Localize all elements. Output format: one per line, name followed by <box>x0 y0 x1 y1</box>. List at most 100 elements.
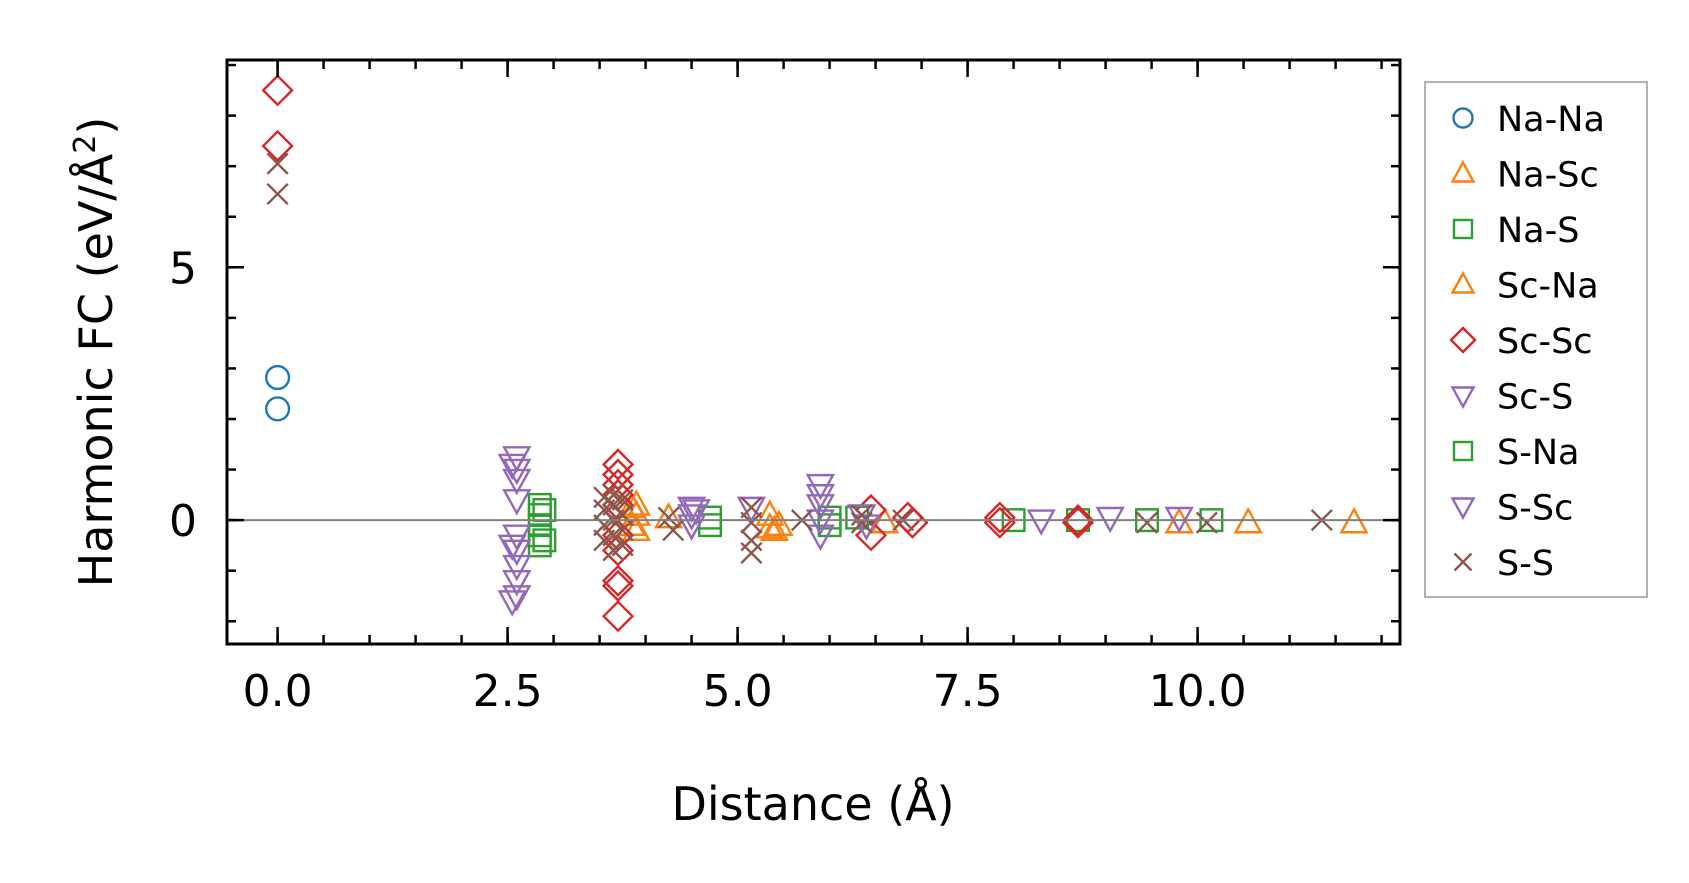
legend-marker <box>1450 497 1476 520</box>
x-tick-label: 10.0 <box>1149 666 1247 717</box>
y-tick-label: 5 <box>169 243 197 294</box>
data-point <box>601 600 635 633</box>
data-point <box>266 152 289 175</box>
data-point <box>891 501 924 534</box>
data-point <box>621 514 652 542</box>
legend-marker <box>1450 271 1476 294</box>
legend-label: Na-Na <box>1497 100 1605 140</box>
data-point <box>265 364 291 391</box>
x-tick-label: 2.5 <box>473 666 543 717</box>
data-point <box>266 182 289 206</box>
data-point <box>681 499 711 526</box>
data-point <box>755 512 785 539</box>
legend-label: S-S <box>1497 544 1554 584</box>
data-point <box>601 458 635 491</box>
legend-item: Sc-Sc <box>1449 322 1593 362</box>
data-point <box>1195 511 1218 534</box>
data-point <box>805 473 836 501</box>
legend-marker <box>1450 386 1476 409</box>
data-point <box>532 528 557 553</box>
data-point <box>1026 509 1056 536</box>
data-point <box>740 541 763 565</box>
data-point <box>662 519 685 542</box>
series-s-s <box>266 152 1333 565</box>
data-point <box>805 524 836 551</box>
data-point <box>983 501 1016 534</box>
data-point <box>896 506 929 539</box>
data-point <box>1135 511 1159 534</box>
x-tick-label: 7.5 <box>933 666 1003 717</box>
data-points <box>261 74 1369 633</box>
legend-item: Sc-S <box>1450 378 1573 418</box>
data-point <box>759 514 790 542</box>
series-na-s <box>527 492 1224 558</box>
legend-label: Na-S <box>1497 211 1579 251</box>
data-point <box>497 590 527 617</box>
legend-marker <box>1450 160 1476 183</box>
x-axis-title: Distance (Å) <box>671 777 954 831</box>
data-point <box>764 509 794 536</box>
legend-marker <box>1452 218 1474 240</box>
data-point <box>611 534 634 557</box>
data-point <box>657 506 680 529</box>
data-point <box>1061 504 1095 537</box>
x-tick-label: 0.0 <box>243 666 313 717</box>
data-point <box>497 453 527 481</box>
legend-item: Na-S <box>1452 211 1579 251</box>
axis-ticks <box>227 60 1400 644</box>
data-point <box>532 498 557 523</box>
legend-label: Sc-Na <box>1497 267 1599 307</box>
legend-label: Sc-S <box>1497 378 1573 418</box>
data-point <box>805 484 836 511</box>
legend-label: S-Sc <box>1497 489 1573 529</box>
data-point <box>601 448 635 481</box>
data-point <box>805 494 836 521</box>
data-point <box>676 496 707 524</box>
legend-item: S-S <box>1453 544 1554 584</box>
data-point <box>502 569 532 597</box>
data-point <box>851 514 882 541</box>
data-point <box>740 511 763 534</box>
series-na-na <box>265 364 291 422</box>
data-point <box>497 534 527 562</box>
plot-frame <box>225 58 1402 646</box>
legend-label: S-Na <box>1497 433 1579 473</box>
y-axis-title: Harmonic FC (eV/Å2) <box>68 117 124 588</box>
legend-item: Na-Na <box>1452 100 1605 140</box>
legend-frame <box>1424 81 1648 598</box>
data-point <box>983 506 1016 539</box>
legend: Na-Na Na-Sc Na-S Sc-Na Sc-Sc Sc-S S-Na S-Sc S-S <box>1424 81 1648 598</box>
legend-marker <box>1449 326 1477 354</box>
data-point <box>527 533 552 558</box>
legend-item: S-Na <box>1452 433 1579 473</box>
data-point <box>261 74 294 107</box>
series-sc-sc <box>261 74 1095 633</box>
data-point <box>502 585 532 612</box>
data-point <box>850 504 873 527</box>
data-point <box>736 496 767 524</box>
legend-marker <box>1452 107 1474 129</box>
data-point <box>502 554 532 582</box>
legend-item: S-Sc <box>1450 489 1573 529</box>
data-point <box>1061 506 1095 539</box>
x-tick-label: 5.0 <box>703 666 773 717</box>
legend-marker <box>1452 440 1474 462</box>
data-point <box>805 509 836 536</box>
data-point <box>601 564 635 597</box>
data-point <box>502 489 532 516</box>
data-point <box>265 396 291 422</box>
data-point <box>502 539 532 567</box>
legend-label: Na-Sc <box>1497 156 1599 196</box>
data-point <box>502 524 532 551</box>
data-point <box>502 458 532 486</box>
legend-label: Sc-Sc <box>1497 322 1593 362</box>
data-point <box>261 129 294 163</box>
legend-marker <box>1453 552 1473 572</box>
data-point <box>850 511 873 534</box>
y-tick-label: 0 <box>169 496 197 547</box>
legend-item: Na-Sc <box>1450 156 1599 196</box>
legend-item: Sc-Na <box>1450 267 1599 307</box>
data-point <box>676 504 707 531</box>
data-point <box>617 491 647 519</box>
